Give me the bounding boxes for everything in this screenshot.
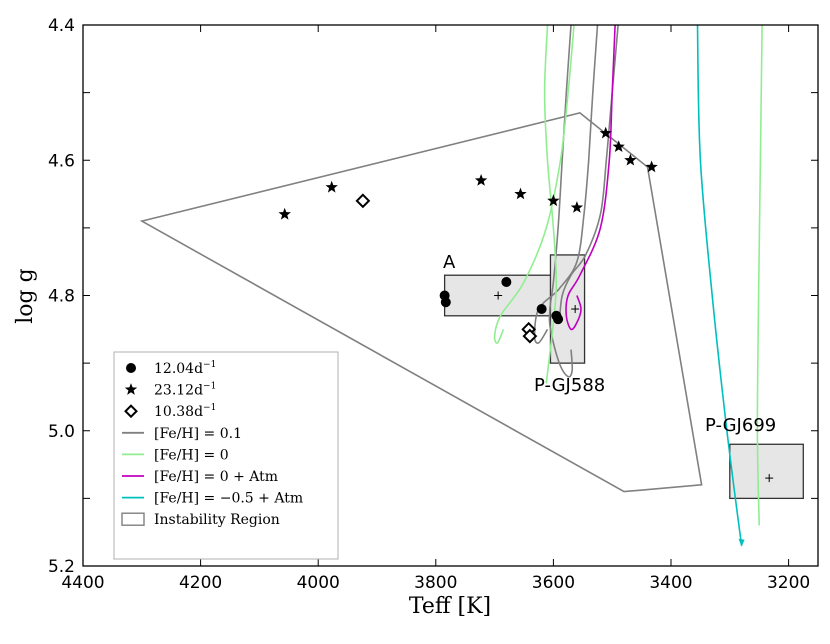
instability-region-layer [139,112,703,493]
track-layer [493,25,763,547]
star-marker [570,201,584,213]
y-tick-label: 4.6 [48,151,75,171]
y-tick-label: 4.8 [48,287,75,307]
box-label-pgj699-text: P-GJ699 [705,415,776,436]
legend-label: 12.04d−1 [154,360,216,377]
circle-marker [501,276,512,287]
track-arrowhead [738,538,745,547]
x-tick-label: 3600 [532,573,575,593]
star-marker [474,174,488,186]
tick-layer: 4400 4200 4000 3800 3600 3400 3200 4.4 4.6 4.8 5.0… [48,16,818,593]
legend-star-icon [124,383,138,395]
star-marker [599,126,612,139]
circle-marker [553,314,564,325]
box-p-gj699 [729,443,804,500]
marker-layer [278,126,658,344]
star-marker [612,140,625,152]
box-label-pgj588: P-GJ588 [534,375,605,396]
x-axis-label: Teff [K] [409,594,491,619]
legend-item: [Fe/H] = 0 + Atm [122,469,278,485]
star-marker [624,153,637,166]
x-tick-label: 4000 [297,573,340,593]
track-feh_0 [493,25,575,344]
y-axis-label: log g [13,268,38,323]
box-label-a-text: A [443,252,456,273]
legend-item: 10.38d−1 [124,403,216,420]
legend-item: [Fe/H] = 0 [122,447,229,463]
diamond-marker [522,328,538,344]
legend-label: [Fe/H] = 0 [154,447,229,463]
legend-item: 23.12d−1 [124,382,216,399]
instability-region-polygon [139,112,703,493]
y-tick-label: 4.4 [48,16,75,36]
star-marker [278,207,291,220]
track-feh_m05_atm [696,25,743,546]
x-tick-label: 3800 [414,573,457,593]
legend-label: 10.38d−1 [154,403,216,420]
legend-item: [Fe/H] = 0.1 [122,426,242,442]
legend-diamond-icon [124,404,138,419]
circle-marker [536,304,547,315]
legend-label: [Fe/H] = 0.1 [154,426,242,442]
box-label-a: A [443,252,456,273]
track-feh_0 [756,25,763,526]
box-label-pgj699: P-GJ699 [705,415,776,436]
circle-marker [440,297,451,308]
box-label-pgj588-text: P-GJ588 [534,375,605,396]
legend-items: 12.04d−1 23.12d−1 10.38d−1 [Fe/H] = 0.1 [Fe/… [121,360,303,528]
legend-item: Instability Region [121,512,280,528]
x-tick-label: 4400 [61,573,104,593]
star-marker [645,160,658,173]
box-layer [443,254,804,500]
x-tick-label: 3400 [649,573,692,593]
y-tick-label: 5.2 [48,557,75,577]
legend-item: 12.04d−1 [126,360,216,377]
legend: 12.04d−1 23.12d−1 10.38d−1 [Fe/H] = 0.1 [Fe/… [113,351,339,560]
legend-frame [113,351,339,560]
star-marker [325,180,338,193]
track-feh_0 [543,25,558,384]
legend-region-icon [121,512,145,526]
star-marker [514,187,527,200]
legend-label: [Fe/H] = −0.5 + Atm [154,491,303,507]
x-tick-label: 3200 [767,573,810,593]
plot-area [139,25,804,547]
y-tick-label: 5.0 [48,422,75,442]
legend-label: Instability Region [154,512,280,528]
x-tick-label: 4200 [179,573,222,593]
legend-item: [Fe/H] = −0.5 + Atm [122,491,303,507]
legend-label: [Fe/H] = 0 + Atm [154,469,278,485]
legend-circle-icon [126,363,136,373]
diamond-marker [355,193,371,209]
legend-label: 23.12d−1 [154,382,216,399]
star-marker [547,194,560,207]
